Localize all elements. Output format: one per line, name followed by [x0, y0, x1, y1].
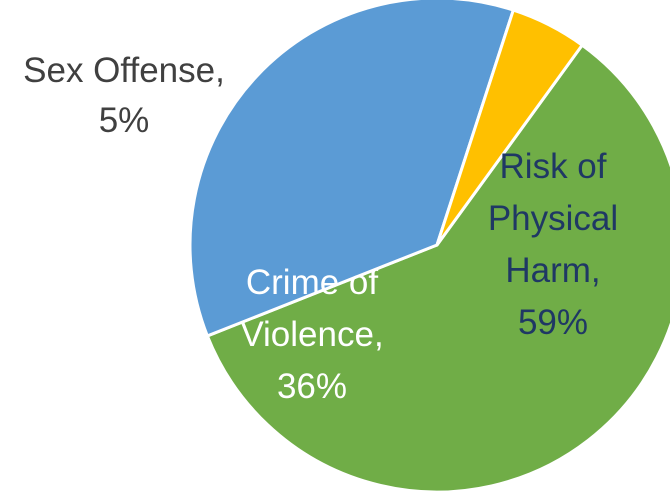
data-label-line: Harm,	[505, 251, 600, 290]
data-label-line: Violence,	[240, 315, 383, 354]
data-label-line: Risk of	[500, 147, 607, 186]
pie-slice-risk-of-physical-harm	[205, 43, 670, 494]
data-label-line: 5%	[99, 101, 150, 140]
data-label-line: Crime of	[246, 263, 379, 302]
pie-slices	[188, 0, 670, 494]
data-label-crime-of-violence: Crime of Violence, 36%	[240, 263, 383, 406]
pie-labels: Risk of Physical Harm, 59% Crime of Violence,…	[23, 51, 618, 406]
data-label-sex-offense: Sex Offense, 5%	[23, 51, 225, 140]
data-label-line: Physical	[488, 199, 618, 238]
data-label-risk-of-physical-harm: Risk of Physical Harm, 59%	[488, 147, 618, 342]
data-label-line: 59%	[518, 303, 588, 342]
data-label-line: 36%	[277, 367, 347, 406]
pie-slice-crime-of-violence	[188, 0, 515, 338]
data-label-line: Sex Offense,	[23, 51, 225, 90]
pie-slice-sex-offense	[435, 8, 584, 247]
